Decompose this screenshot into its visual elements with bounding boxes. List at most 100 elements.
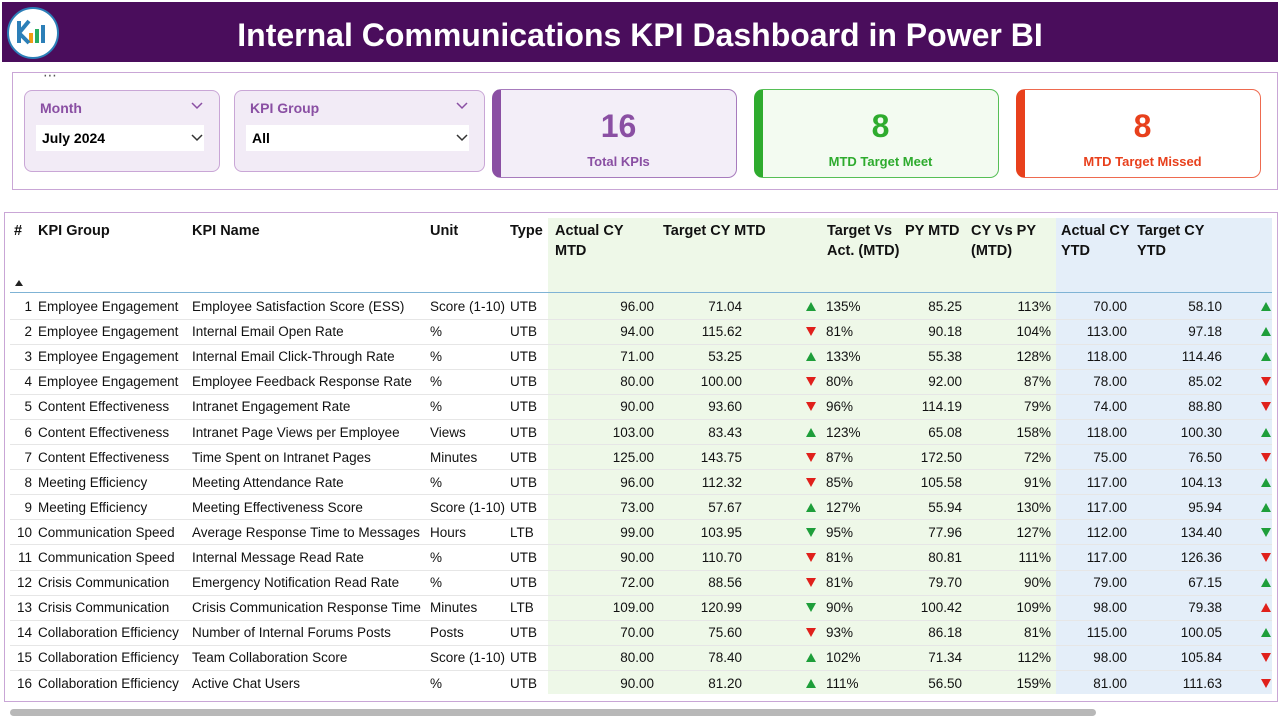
table-cell: Collaboration Efficiency [38,675,179,691]
table-cell: % [430,324,443,340]
table-cell: 105.84 [1180,650,1222,666]
table-cell: 81.00 [1093,675,1127,691]
status-arrow [806,527,816,537]
table-cell: 96.00 [620,299,654,314]
slicer-value[interactable]: All [246,125,469,151]
table-cell: 94.00 [620,324,654,340]
scrollbar[interactable] [10,709,1096,716]
chevron[interactable] [190,101,204,111]
table-cell: Employee Engagement [38,374,179,390]
table-cell: 79.38 [1188,600,1222,616]
table-cell: Time Spent on Intranet Pages [192,449,371,465]
table-cell: Internal Message Read Rate [192,550,364,565]
column-header[interactable]: PY MTD [905,223,960,239]
table-cell: 158% [1016,424,1051,440]
table-cell: 5 [24,399,32,415]
table-cell: 80.81 [928,550,962,565]
chevron[interactable] [190,133,204,143]
table-cell: UTB [510,324,537,340]
column-header[interactable]: Unit [430,223,459,239]
table-cell: 127% [826,499,861,515]
table-cell: 127% [1016,524,1051,540]
table-cell: 81% [1023,625,1051,641]
status-arrow [1261,302,1271,311]
row-divider [10,418,1272,420]
column-header[interactable]: Target CY MTD [663,223,766,239]
table-cell: 115.00 [1086,625,1127,641]
chevron[interactable] [455,133,469,143]
table-cell: 67.15 [1188,575,1222,591]
status-arrow [806,327,816,337]
table-cell: 10 [16,524,32,540]
table-cell: UTB [510,349,537,365]
table-cell: LTB [510,524,534,540]
status-arrow [1261,452,1271,462]
status-arrow [806,377,816,387]
table-cell: 159% [1016,675,1051,691]
table-cell: Meeting Effectiveness Score [192,499,363,515]
table-cell: 65.08 [928,424,962,440]
table-cell: Employee Engagement [38,324,179,340]
table-cell: UTB [510,299,537,314]
table-cell: 112.32 [701,474,742,490]
column-header[interactable]: CY Vs PY (MTD) [971,223,1036,259]
table-cell: 79.00 [1093,575,1127,591]
status-arrow [806,628,816,638]
column-header[interactable]: Actual CY MTD [555,223,624,259]
table-cell: 91% [1023,474,1051,490]
table-cell: 118.00 [1086,349,1127,365]
table-cell: 98.00 [1093,650,1127,666]
status-arrow [1261,578,1271,588]
table-cell: Meeting Attendance Rate [192,474,344,490]
row-divider [10,594,1272,596]
table-cell: Posts [430,625,464,641]
status-arrow [806,352,816,362]
table-cell: 74.00 [1093,399,1127,415]
status-arrow [1261,352,1271,362]
table-cell: 58.10 [1188,299,1222,314]
table-cell: 104% [1016,324,1051,340]
column-header[interactable]: Actual CY YTD [1061,223,1130,259]
table-cell: Communication Speed [38,550,175,565]
table-panel [4,212,1278,702]
card-value: 8 [871,108,890,144]
dashboard-title: Internal Communications KPI Dashboard in… [237,17,1043,53]
table-cell: 72.00 [620,575,654,591]
status-arrow [806,603,816,613]
status-arrow [1261,628,1271,638]
table-cell: 80.00 [620,650,654,666]
row-divider [10,669,1272,671]
column-header[interactable]: Target CY YTD [1137,223,1205,259]
table-cell: Crisis Communication [38,600,170,616]
table-cell: 56.50 [928,675,962,691]
table-cell: 102% [826,650,861,666]
column-header[interactable]: KPI Name [192,223,260,239]
row-divider [10,343,1272,345]
column-header[interactable]: Type [510,223,543,239]
table-cell: UTB [510,499,537,515]
row-divider [10,444,1272,445]
table-cell: 81% [826,550,854,565]
column-header[interactable]: # [14,223,23,239]
column-header[interactable]: KPI Group [38,223,110,239]
slicer-value[interactable]: July 2024 [36,125,204,151]
table-cell: 97.18 [1188,324,1222,340]
table-cell: Intranet Engagement Rate [192,399,351,415]
chevron[interactable] [455,101,469,111]
more-options[interactable]: ⋯ [38,68,62,84]
table-cell: 90% [826,600,854,616]
table-cell: 99.00 [620,524,654,540]
table-cell: 135% [826,299,861,314]
column-header[interactable]: Target Vs Act. (MTD) [827,223,900,259]
status-arrow [1261,678,1271,688]
table-cell: % [430,675,443,691]
table-cell: 57.67 [708,499,742,515]
table-cell: 75.60 [708,625,742,641]
table-cell: 83.43 [708,424,742,440]
table-cell: 125.00 [612,449,654,465]
table-cell: 9 [24,499,32,515]
table-cell: 73.00 [620,499,654,515]
status-arrow [806,653,816,663]
kpi-card: 16 Total KPIs [492,89,737,178]
sort-indicator[interactable] [14,279,24,287]
